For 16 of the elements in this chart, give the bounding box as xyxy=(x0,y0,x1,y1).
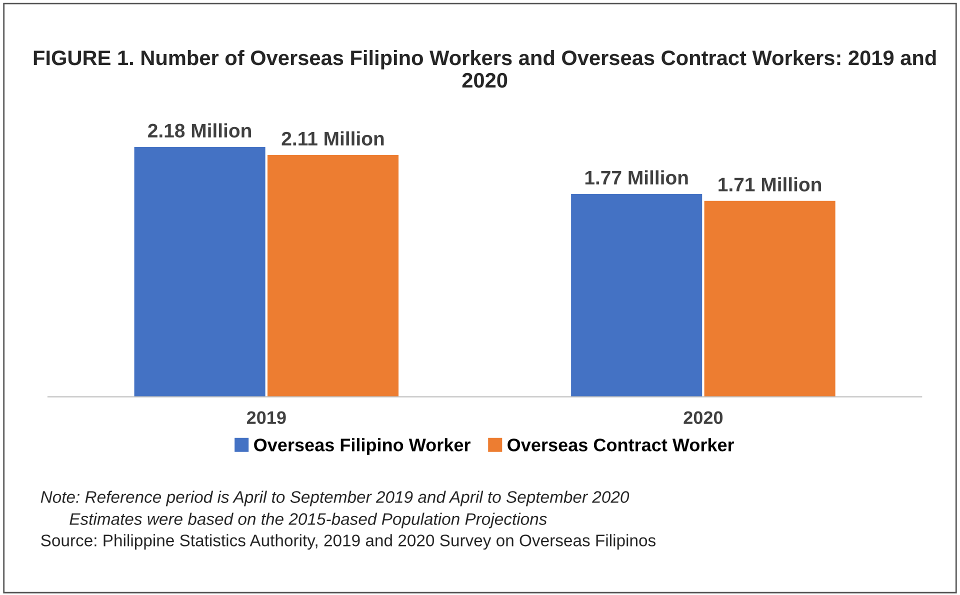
legend-label: Overseas Filipino Worker xyxy=(254,438,470,455)
source-note: Source: Philippine Statistics Authority, 2019 and 2020 Survey on Overseas Filipinos xyxy=(41,534,656,550)
bar xyxy=(704,200,836,397)
text: Note: Reference period is April to September 2019 and April to September 2020 xyxy=(40,490,630,506)
data-label: 1.77 Million xyxy=(585,170,688,185)
text: Estimates were based on the 2015-based Population Projections xyxy=(70,512,547,528)
data-label: 2.11 Million xyxy=(282,131,384,146)
data-label: 1.71 Million xyxy=(718,177,822,192)
bar xyxy=(134,146,266,397)
legend-label: Overseas Contract Worker xyxy=(508,438,734,452)
x-tick-label: 2019 xyxy=(246,411,286,424)
x-tick-label: 2020 xyxy=(684,411,723,424)
bar xyxy=(571,194,702,397)
data-label: 2.18 Million xyxy=(148,123,251,138)
bar xyxy=(267,154,399,397)
chart-title: FIGURE 1. Number of Overseas Filipino Workers and Overseas Contract Workers: 2019 and 2020 xyxy=(34,50,936,88)
